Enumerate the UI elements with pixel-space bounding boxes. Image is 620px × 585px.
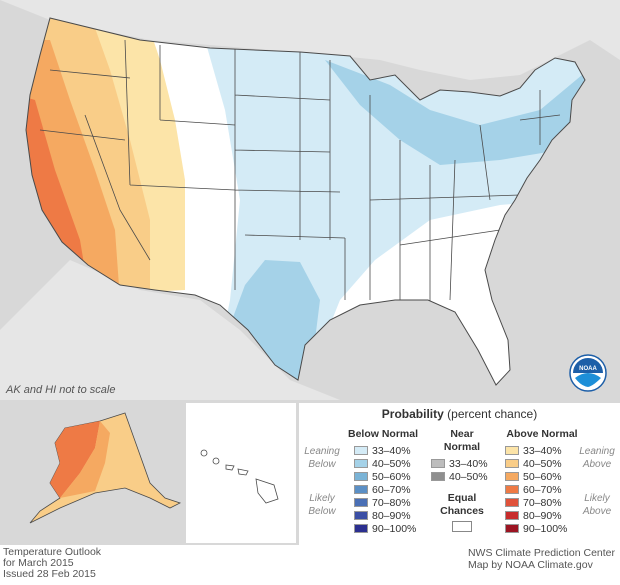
above-range-label: 33–40% [523,445,562,457]
above-range-label: 60–70% [523,484,562,496]
below-swatch [354,524,368,533]
below-swatch [354,498,368,507]
near-swatch [431,472,445,481]
above-normal-header: Above Normal [506,428,578,440]
below-legend-row: 60–70% [354,484,411,496]
above-legend-row: 70–80% [505,497,562,509]
above-swatch [505,459,519,468]
above-legend-row: 50–60% [505,471,562,483]
above-legend-row: 60–70% [505,484,562,496]
noaa-logo: NOAA [569,354,607,392]
credit-caption: NWS Climate Prediction Center Map by NOA… [467,547,615,571]
leaning-below-label: Leaning Below [304,446,340,470]
footer: Temperature Outlook for March 2015 Issue… [0,545,620,585]
below-legend-row: 70–80% [354,497,411,509]
below-swatch [354,511,368,520]
noaa-logo-text: NOAA [579,366,597,372]
near-legend-row: 33–40% [431,458,488,470]
above-legend-row: 90–100% [505,523,567,535]
legend: Probability (percent chance) Below Norma… [299,403,620,545]
below-swatch [354,472,368,481]
leaning-above-label: Leaning Above [579,446,615,470]
equal-chances-label: Equal Chances [440,492,484,517]
legend-title: Probability (percent chance) [381,407,538,421]
above-swatch [505,524,519,533]
below-range-label: 40–50% [372,458,411,470]
above-legend-row: 33–40% [505,445,562,457]
above-range-label: 70–80% [523,497,562,509]
outlook-caption: Temperature Outlook for March 2015 Issue… [3,546,102,580]
above-swatch [505,498,519,507]
above-range-label: 40–50% [523,458,562,470]
near-legend-row: 40–50% [431,471,488,483]
above-range-label: 90–100% [523,523,568,535]
equal-chances-swatch [452,521,472,532]
below-legend-row: 33–40% [354,445,411,457]
below-range-label: 80–90% [372,510,411,522]
likely-above-label: Likely Above [582,493,612,517]
above-range-label: 80–90% [523,510,562,522]
below-range-label: 33–40% [372,445,411,457]
below-range-label: 70–80% [372,497,411,509]
below-swatch [354,459,368,468]
above-legend-row: 40–50% [505,458,562,470]
temperature-outlook-map [0,0,620,400]
below-swatch [354,485,368,494]
below-range-label: 60–70% [372,484,411,496]
above-swatch [505,446,519,455]
above-swatch [505,511,519,520]
below-legend-row: 80–90% [354,510,411,522]
near-range-label: 40–50% [449,471,488,483]
near-range-label: 33–40% [449,458,488,470]
below-range-label: 50–60% [372,471,411,483]
alaska-inset [0,403,183,543]
below-normal-header: Below Normal [347,428,418,440]
below-swatch [354,446,368,455]
above-swatch [505,472,519,481]
scale-note: AK and HI not to scale [6,384,116,396]
below-legend-row: 40–50% [354,458,411,470]
below-range-label: 90–100% [372,523,417,535]
likely-below-label: Likely Below [308,493,336,517]
hawaii-inset [186,403,296,543]
above-legend-row: 80–90% [505,510,562,522]
below-legend-row: 90–100% [354,523,416,535]
above-range-label: 50–60% [523,471,562,483]
near-normal-header: Near Normal [443,428,481,453]
above-swatch [505,485,519,494]
near-swatch [431,459,445,468]
below-legend-row: 50–60% [354,471,411,483]
